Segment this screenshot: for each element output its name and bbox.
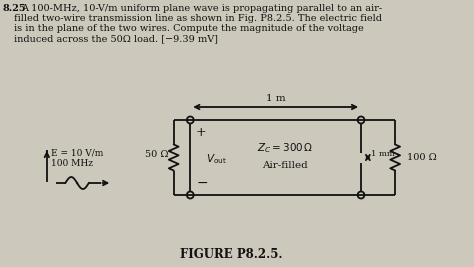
- Text: induced across the 50Ω load. [−9.39 mV]: induced across the 50Ω load. [−9.39 mV]: [14, 34, 218, 43]
- Text: 50 Ω: 50 Ω: [146, 150, 169, 159]
- Text: filled two-wire transmission line as shown in Fig. P8.2.5. The electric field: filled two-wire transmission line as sho…: [14, 14, 382, 23]
- Text: +: +: [196, 127, 207, 139]
- Text: 8.25: 8.25: [3, 4, 27, 13]
- Text: $V_{\rm out}$: $V_{\rm out}$: [206, 153, 227, 166]
- Text: 100 MHz: 100 MHz: [51, 159, 93, 168]
- Text: 100 Ω: 100 Ω: [407, 153, 437, 162]
- Text: E = 10 V/m: E = 10 V/m: [51, 148, 103, 157]
- Text: is in the plane of the two wires. Compute the magnitude of the voltage: is in the plane of the two wires. Comput…: [14, 24, 364, 33]
- Text: $Z_C = 300\,\Omega$: $Z_C = 300\,\Omega$: [257, 142, 314, 155]
- Text: 1 m: 1 m: [266, 94, 285, 103]
- Text: −: −: [196, 176, 208, 190]
- Text: A 100-MHz, 10-V/m uniform plane wave is propagating parallel to an air-: A 100-MHz, 10-V/m uniform plane wave is …: [21, 4, 383, 13]
- Text: 1 mm: 1 mm: [371, 151, 394, 159]
- Text: FIGURE P8.2.5.: FIGURE P8.2.5.: [180, 248, 283, 261]
- Text: Air-filled: Air-filled: [263, 161, 308, 170]
